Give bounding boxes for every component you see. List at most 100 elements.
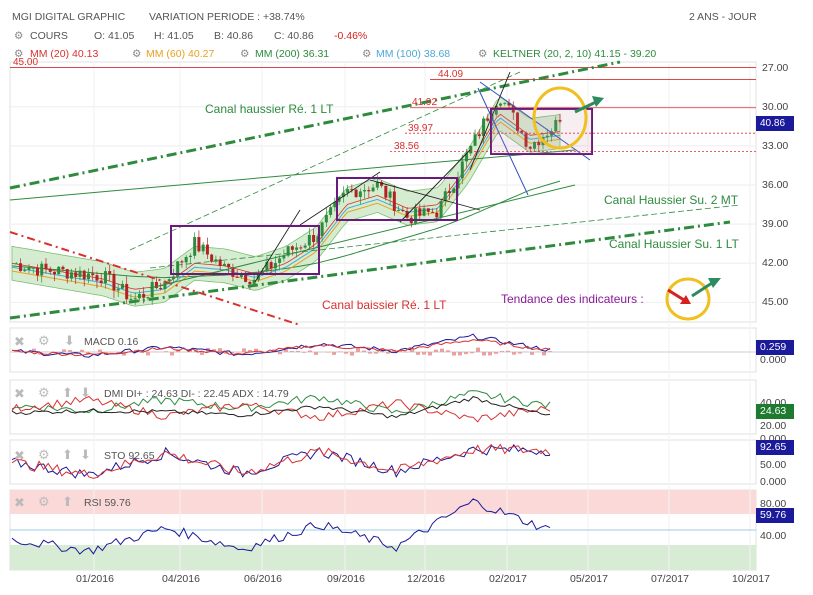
rsi-badge: 59.76	[756, 508, 794, 523]
gear-icon[interactable]: ⚙	[38, 494, 50, 509]
candle-body	[244, 274, 248, 282]
gear-icon[interactable]: ⚙	[38, 447, 50, 462]
candle-body	[116, 288, 120, 291]
macd-histogram-bar	[506, 350, 510, 352]
candle-body	[354, 189, 358, 198]
candlesticks	[14, 98, 562, 306]
candle-body	[341, 192, 345, 197]
macd-histogram-bar	[332, 352, 336, 355]
candle-body	[367, 189, 371, 192]
macd-histogram-bar	[146, 352, 150, 356]
candle-body	[167, 279, 171, 282]
drawings	[9, 60, 756, 326]
candle-body	[99, 280, 103, 284]
gear-icon[interactable]: ⚙	[38, 333, 50, 348]
candle-body	[520, 130, 524, 133]
dmi-badge: 24.63	[756, 404, 794, 419]
arrow-up-icon[interactable]: ⬆	[62, 447, 73, 462]
ma20-legend: MM (20) 40.13	[30, 48, 99, 60]
candle-body	[27, 267, 31, 271]
canal-haussier-re1-line	[9, 60, 621, 190]
close-icon[interactable]: ✖	[14, 495, 25, 510]
candle-body	[188, 255, 192, 257]
ma60-legend: MM (60) 40.27	[146, 48, 215, 60]
candle-body	[469, 145, 473, 154]
tendance-ellipse	[665, 277, 711, 321]
macd-histogram-bar	[398, 350, 402, 352]
indicator-lines	[10, 333, 756, 555]
period-label[interactable]: 2 ANS - JOUR	[689, 11, 757, 23]
candle-body	[550, 131, 554, 136]
last-price-badge: 40.86	[756, 116, 794, 131]
gear-icon[interactable]: ⚙	[478, 48, 488, 60]
candle-body	[448, 191, 452, 193]
candle-body	[482, 118, 486, 137]
high-value: H: 41.05	[154, 30, 194, 42]
resistance-4192-label: 41.92	[412, 97, 438, 108]
trend-fan-line	[299, 171, 381, 226]
candle-body	[52, 271, 56, 275]
candle-body	[82, 270, 86, 280]
candle-body	[239, 274, 243, 277]
candle-body	[129, 298, 133, 300]
candle-body	[184, 256, 188, 263]
candle-body	[180, 261, 184, 263]
candle-body	[537, 142, 541, 146]
gear-icon[interactable]: ⚙	[38, 385, 50, 400]
gear-icon[interactable]: ⚙	[240, 48, 250, 60]
candle-body	[554, 119, 558, 132]
macd-histogram-bar	[140, 352, 144, 354]
consolidation-box	[490, 108, 593, 155]
macd-histogram-bar	[242, 348, 246, 352]
gear-icon[interactable]: ⚙	[132, 48, 142, 60]
change-value: -0.46%	[334, 30, 368, 42]
arrow-up-icon[interactable]: ⬆	[62, 494, 73, 509]
macd-histogram-bar	[416, 352, 420, 355]
close-icon[interactable]: ✖	[14, 448, 25, 463]
macd-signal-line	[11, 339, 551, 357]
rsi-overbought-zone	[10, 490, 756, 514]
candle-body	[65, 269, 69, 279]
candle-body	[235, 276, 239, 278]
macd-badge: 0.259	[756, 340, 794, 355]
gear-icon[interactable]: ⚙	[362, 48, 372, 60]
macd-histogram-bar	[290, 351, 294, 352]
macd-histogram-bar	[446, 350, 450, 352]
time-tick-label: 12/2016	[407, 573, 445, 585]
support-trend-line	[149, 184, 576, 289]
arrow-up-icon[interactable]: ⬆	[62, 385, 73, 400]
highlight-ellipse	[532, 86, 588, 150]
macd-histogram-bar	[494, 352, 498, 354]
low-value: B: 40.86	[214, 30, 254, 42]
time-tick-label: 06/2016	[244, 573, 282, 585]
candle-body	[95, 275, 99, 281]
macd-histogram-bar	[68, 350, 72, 352]
candle-body	[435, 212, 439, 218]
macd-histogram-bar	[434, 349, 438, 352]
ma20-line	[11, 113, 561, 290]
macd-histogram-bar	[512, 352, 516, 355]
open-value: O: 41.05	[94, 30, 135, 42]
candle-body	[303, 245, 307, 248]
instrument-title: MGI DIGITAL GRAPHIC	[12, 11, 126, 23]
arrow-down-icon[interactable]: ⬇	[80, 385, 91, 400]
candle-body	[299, 247, 303, 249]
macd-histogram-bar	[482, 352, 486, 356]
arrow-down-icon[interactable]: ⬇	[64, 333, 75, 348]
candle-body	[278, 258, 282, 263]
canal-haussier-su1-line	[9, 220, 731, 320]
candle-body	[142, 293, 146, 298]
candle-body	[312, 235, 316, 243]
rsi-line	[11, 498, 551, 555]
arrow-down-icon[interactable]: ⬇	[80, 447, 91, 462]
consolidation-box	[170, 225, 320, 275]
candle-body	[533, 142, 537, 149]
macd-histogram-bar	[500, 351, 504, 352]
close-icon[interactable]: ✖	[14, 386, 25, 401]
candle-body	[503, 102, 507, 104]
gear-icon[interactable]: ⚙	[14, 48, 24, 60]
gear-icon[interactable]: ⚙	[14, 30, 24, 42]
resistance-3997-label: 39.97	[408, 123, 434, 134]
close-icon[interactable]: ✖	[14, 334, 25, 349]
price-tick-label: 45.00	[762, 296, 789, 309]
